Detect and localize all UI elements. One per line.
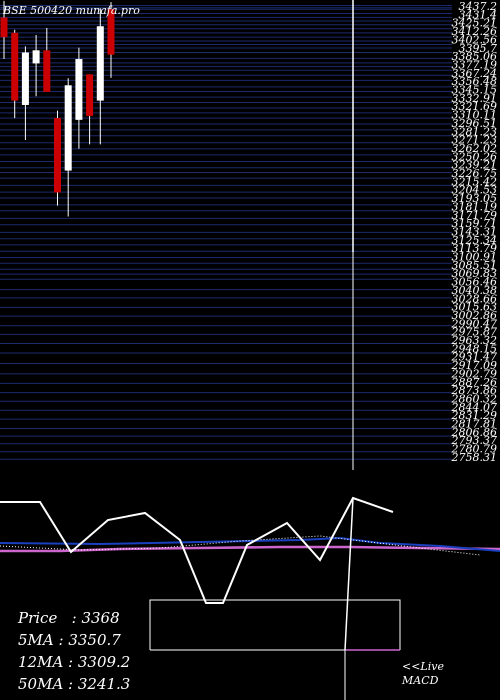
ma12-stat: 12MA : 3309.2	[18, 653, 131, 671]
macd-average-line	[0, 536, 500, 552]
price-level-label: 3281.23	[452, 125, 498, 138]
price-level-label: 2860.32	[451, 392, 498, 405]
price-level-label: 3193.05	[452, 192, 498, 205]
price-level-label: 2780.79	[451, 443, 498, 456]
price-level-label: 3367.24	[452, 67, 498, 80]
price-level-label: 3113.79	[452, 242, 498, 255]
price-level-label: 2948.15	[451, 342, 498, 355]
price-level-label: 3069.83	[452, 267, 498, 280]
candle-body	[11, 32, 19, 101]
price-level-label: 3296.51	[452, 117, 498, 130]
price-level-label: 3002.86	[452, 309, 498, 322]
macd-frame	[149, 599, 401, 650]
price-level-label: 2793.37	[451, 434, 498, 447]
price-level-label: 3345.15	[452, 84, 498, 97]
price-level-label: 2975.87	[451, 326, 498, 339]
candle-body	[96, 26, 104, 101]
candle-body	[86, 74, 94, 116]
live-macd-link[interactable]: <<Live MACD	[402, 660, 444, 688]
price-level-label: 3143.31	[452, 225, 498, 238]
price-level-label: 3385.06	[452, 50, 498, 63]
candle-body	[32, 50, 40, 64]
price-level-label: 3310.11	[452, 109, 498, 122]
price-level-label: 3040.38	[452, 284, 498, 297]
price-level-label: 3226.75	[452, 167, 498, 180]
price-level-label: 2887.26	[451, 376, 498, 389]
ma5-stat: 5MA : 3350.7	[18, 631, 121, 649]
price-level-label: 3437.2	[459, 0, 498, 13]
macd-line	[0, 496, 394, 604]
price-level-label: 3204.53	[452, 184, 498, 197]
price-level-label: 3377.19	[452, 58, 498, 71]
live-label: <<Live	[402, 660, 444, 673]
price-level-label: 3425.21	[452, 17, 498, 30]
price-level-label: 3321.69	[452, 100, 498, 113]
price-level-label: 3181.19	[452, 200, 498, 213]
price-level-label: 2963.32	[451, 334, 498, 347]
price-level-label: 2806.86	[451, 426, 498, 439]
price-level-label: 3125.34	[452, 234, 498, 247]
candle-body	[0, 17, 8, 38]
price-level-label: 2917.09	[451, 359, 498, 372]
price-level-label: 3431.4	[459, 8, 498, 21]
candle-body	[64, 85, 72, 171]
price-level-label: 2758.31	[451, 451, 498, 464]
price-level-label: 3239.21	[452, 159, 498, 172]
price-level-label: 3056.46	[452, 276, 498, 289]
price-level-label: 2931.47	[451, 351, 498, 364]
price-level-label: 3015.63	[452, 301, 498, 314]
price-level-label: 3332.91	[452, 92, 498, 105]
price-level-label: 3356.48	[452, 75, 498, 88]
price-level-label: 2844.07	[451, 401, 498, 414]
price-level-label: 2831.29	[451, 409, 498, 422]
candle-body	[43, 50, 51, 92]
price-level-label: 2817.81	[451, 418, 498, 431]
price-level-label: 3395.7	[459, 42, 498, 55]
ma50-stat: 50MA : 3241.3	[18, 675, 131, 693]
price-level-label: 3100.91	[452, 251, 498, 264]
price-level-label: 3250.26	[452, 150, 498, 163]
price-level-label: 3271.23	[452, 134, 498, 147]
candle-body	[21, 52, 29, 105]
price-level-label: 3028.66	[452, 292, 498, 305]
candle-body	[107, 9, 115, 55]
price-level-label: 3402.56	[452, 33, 498, 46]
price-stat: Price : 3368	[18, 609, 120, 627]
price-level-label: 2902.79	[451, 367, 498, 380]
price-level-label: 3262.02	[452, 142, 498, 155]
price-level-label: 3215.42	[452, 175, 498, 188]
price-level-label: 3159.71	[452, 217, 498, 230]
price-level-label: 2873.86	[451, 384, 498, 397]
watermark: BSE 500420 munafa.pro	[3, 4, 140, 17]
price-level-label: 3412.26	[452, 25, 498, 38]
price-level-label: 3085.51	[452, 259, 498, 272]
price-level-label: 2990.47	[451, 317, 498, 330]
price-level-label: 3171.79	[452, 209, 498, 222]
macd-label: MACD	[402, 674, 439, 687]
price-stats: Price : 3368 5MA : 3350.7 12MA : 3309.2 …	[18, 607, 130, 695]
macd-dotted-line	[0, 535, 481, 556]
macd-spike	[344, 497, 354, 651]
candle-body	[54, 118, 61, 193]
candle-body	[75, 59, 83, 120]
